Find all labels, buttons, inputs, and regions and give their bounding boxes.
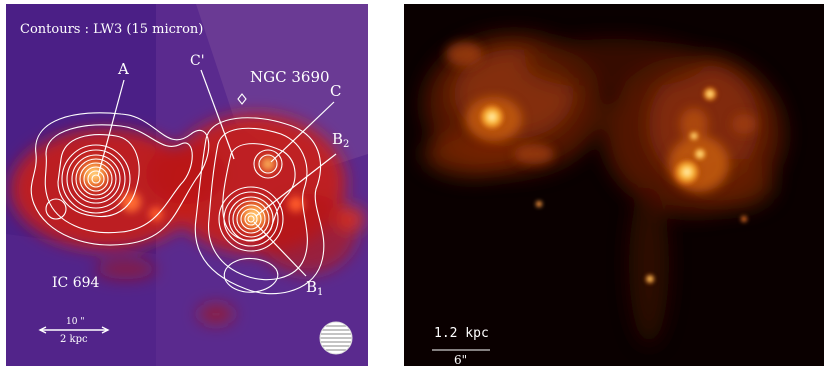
scale-physical-label: 2 kpc <box>60 334 88 345</box>
label-a: A <box>118 60 129 78</box>
label-b2: B2 <box>332 130 350 150</box>
label-ic-694: IC 694 <box>52 275 100 291</box>
label-pointers <box>97 69 337 277</box>
contour-lines <box>30 93 325 295</box>
right-scale-angular-label: 6" <box>454 353 468 366</box>
optical-emission <box>424 34 784 351</box>
left-scale-bar <box>38 326 110 334</box>
contour-caption: Contours : LW3 (15 micron) <box>20 22 204 37</box>
diffuse-glow <box>424 34 784 344</box>
mosaic-patch <box>6 234 156 366</box>
beam-size-icon <box>319 321 353 355</box>
right-scale-physical-label: 1.2 kpc <box>434 326 489 341</box>
label-ngc-3690: NGC 3690 <box>250 68 330 86</box>
label-c: C <box>330 82 342 100</box>
mosaic-patch <box>196 4 368 174</box>
mid-ir-contour-image: Contours : LW3 (15 micron) A C' NGC 3690… <box>6 4 368 366</box>
optical-image: 1.2 kpc 6" <box>404 4 824 366</box>
label-b1: B1 <box>306 278 324 298</box>
emission-knots <box>72 152 304 238</box>
scale-angular-label: 10 " <box>66 317 85 327</box>
label-c-prime: C' <box>190 53 205 69</box>
contour-map <box>6 4 368 366</box>
hot-cores <box>476 86 747 284</box>
